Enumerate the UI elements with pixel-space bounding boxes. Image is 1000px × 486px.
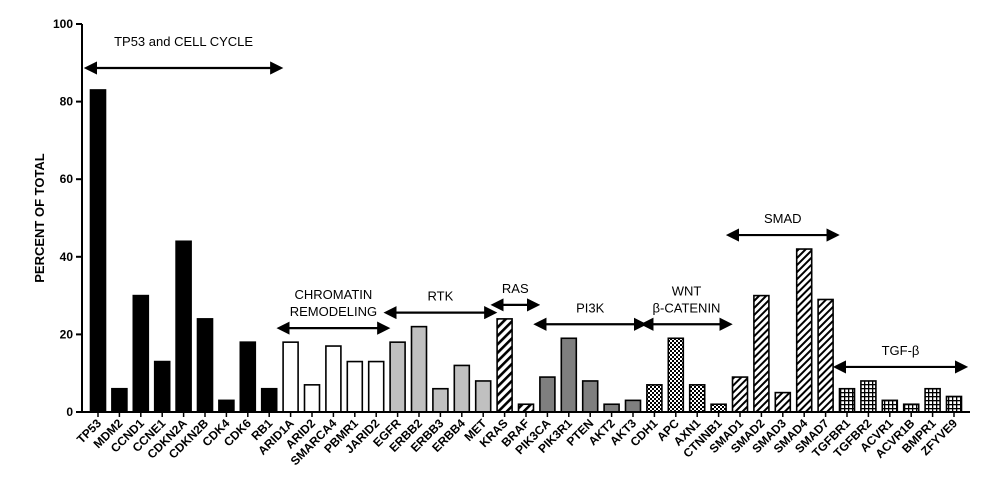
group-ras: RAS bbox=[493, 281, 537, 305]
bar-pik3r1 bbox=[561, 338, 576, 412]
bar-erbb2 bbox=[412, 327, 427, 412]
bar-apc bbox=[668, 338, 683, 412]
bar-cdh1 bbox=[647, 385, 662, 412]
bar-acvr1 bbox=[882, 400, 897, 412]
bar-cdk6 bbox=[240, 342, 255, 412]
group-tgf: TGF-β bbox=[836, 343, 966, 367]
y-axis-title: PERCENT OF TOTAL bbox=[32, 153, 47, 283]
bar-akt3 bbox=[626, 400, 641, 412]
bar-ccnd1 bbox=[133, 296, 148, 412]
bar-arid1a bbox=[283, 342, 298, 412]
group-label: PI3K bbox=[576, 300, 605, 315]
bar-mdm2 bbox=[112, 389, 127, 412]
bar-jarid2 bbox=[369, 362, 384, 412]
y-tick-label: 80 bbox=[60, 95, 74, 109]
group-label: RAS bbox=[502, 281, 529, 296]
y-tick-label: 40 bbox=[60, 250, 74, 264]
bar-tp53 bbox=[91, 90, 106, 412]
bar-cdkn2b bbox=[198, 319, 213, 412]
bar-akt2 bbox=[604, 404, 619, 412]
bar-smad7 bbox=[818, 299, 833, 412]
bar-pbmr1 bbox=[347, 362, 362, 412]
x-axis: TP53MDM2CCND1CCNE1CDKN2ACDKN2BCDK4CDK6RB… bbox=[74, 412, 970, 468]
bar-egfr bbox=[390, 342, 405, 412]
group-label: REMODELING bbox=[290, 304, 377, 319]
y-tick-label: 0 bbox=[66, 405, 73, 419]
bar-cdk4 bbox=[219, 400, 234, 412]
bar-smad2 bbox=[754, 296, 769, 412]
bar-erbb3 bbox=[433, 389, 448, 412]
bar-zfyve9 bbox=[947, 396, 962, 412]
bar-tgfbr2 bbox=[861, 381, 876, 412]
y-axis: 0 20 40 60 80 100 bbox=[53, 17, 82, 419]
bar-braf bbox=[519, 404, 534, 412]
bar-rb1 bbox=[262, 389, 277, 412]
bar-smarca4 bbox=[326, 346, 341, 412]
group-pi3k: PI3K bbox=[536, 300, 645, 324]
group-label: CHROMATIN bbox=[295, 287, 373, 302]
bar-pik3ca bbox=[540, 377, 555, 412]
bars bbox=[91, 90, 962, 412]
bar-cdkn2a bbox=[176, 241, 191, 412]
bar-smad3 bbox=[775, 393, 790, 412]
bar-tgfbr1 bbox=[840, 389, 855, 412]
bar-arid2 bbox=[305, 385, 320, 412]
group-chromatin-remodeling: CHROMATIN REMODELING bbox=[279, 287, 388, 328]
group-label: TGF-β bbox=[882, 343, 920, 358]
group-smad: SMAD bbox=[729, 211, 838, 235]
bar-met bbox=[476, 381, 491, 412]
bar-acvr1b bbox=[904, 404, 919, 412]
bar-kras bbox=[497, 319, 512, 412]
y-tick-label: 20 bbox=[60, 327, 74, 341]
bar-axn1 bbox=[690, 385, 705, 412]
group-rtk: RTK bbox=[386, 289, 495, 313]
group-wnt-catenin: WNT β-CATENIN bbox=[643, 283, 730, 324]
bar-smad1 bbox=[733, 377, 748, 412]
group-label: TP53 and CELL CYCLE bbox=[114, 34, 253, 49]
bar-pten bbox=[583, 381, 598, 412]
group-tp53-and-cell-cycle: TP53 and CELL CYCLE bbox=[87, 34, 281, 68]
group-label: β-CATENIN bbox=[653, 300, 721, 315]
group-label: RTK bbox=[428, 289, 454, 304]
bar-erbb4 bbox=[454, 365, 469, 412]
bar-smad4 bbox=[797, 249, 812, 412]
bar-bmpr1 bbox=[925, 389, 940, 412]
y-tick-label: 60 bbox=[60, 172, 74, 186]
bar-ccne1 bbox=[155, 362, 170, 412]
group-label: SMAD bbox=[764, 211, 802, 226]
group-label: WNT bbox=[672, 283, 702, 298]
gene-alteration-bar-chart: PERCENT OF TOTAL 0 20 40 60 80 100 TP53MDM2CC… bbox=[0, 0, 1000, 486]
bar-ctnnb1 bbox=[711, 404, 726, 412]
y-tick-label: 100 bbox=[53, 17, 73, 31]
